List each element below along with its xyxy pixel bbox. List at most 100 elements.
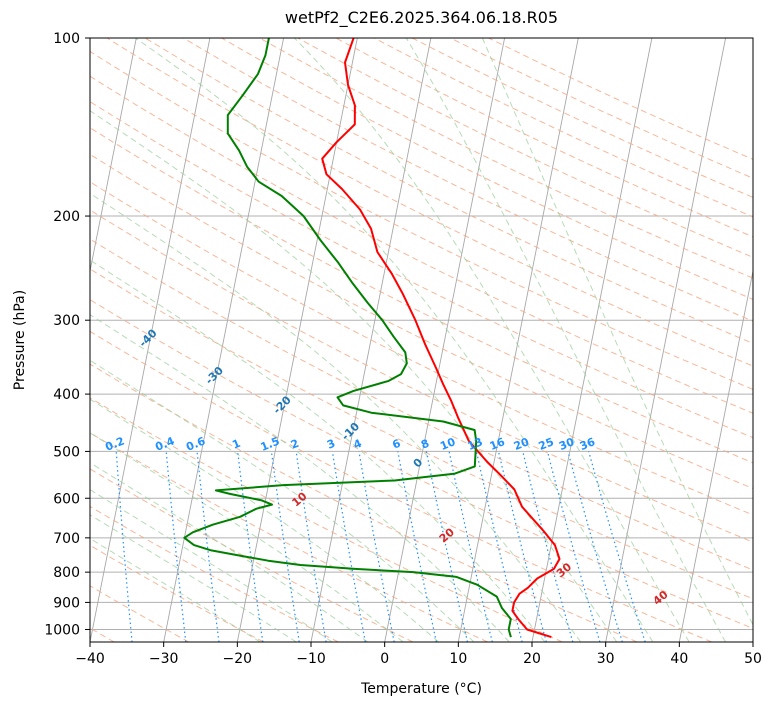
- x-tick-label: 20: [523, 651, 541, 667]
- mixing-ratio-label: 6: [391, 437, 403, 452]
- mixing-ratio-line: [358, 451, 395, 642]
- isotherm-line: [0, 38, 63, 642]
- mixing-ratio-label: 13: [466, 435, 485, 453]
- y-tick-label: 900: [53, 595, 80, 611]
- dry-adiabat-line: [373, 38, 753, 218]
- dry-adiabat-line: [90, 238, 753, 571]
- dry-adiabat-line: [90, 505, 339, 642]
- dry-adiabat-line: [106, 38, 753, 367]
- chart-title: wetPf2_C2E6.2025.364.06.18.R05: [284, 8, 559, 27]
- y-tick-label: 700: [53, 531, 80, 547]
- mixing-ratio-label: 30: [557, 435, 576, 453]
- x-tick-label: −40: [75, 651, 105, 667]
- moist-adiabat-line: [90, 398, 439, 642]
- mixing-ratio-line: [425, 451, 469, 642]
- moist-adiabat-line: [481, 38, 753, 626]
- dry-adiabat-line: [90, 181, 753, 516]
- moist-adiabat-line: [90, 432, 404, 642]
- mixing-ratio-label: 16: [488, 435, 507, 453]
- dry-adiabat-line: [411, 38, 753, 198]
- x-tick-label: −20: [223, 651, 253, 667]
- y-tick-label: 100: [53, 31, 80, 47]
- plot-frame: [89, 37, 754, 643]
- dewpoint-profile-line: [183, 38, 512, 638]
- temperature-profile-line: [321, 38, 561, 639]
- y-tick-label: 300: [53, 313, 80, 329]
- mixing-ratio-line: [165, 451, 187, 642]
- x-tick-label: −10: [296, 651, 326, 667]
- dry-adiabat-line: [90, 585, 190, 642]
- mixing-ratio-label: 25: [537, 435, 556, 453]
- isotherm-line: [678, 268, 753, 642]
- x-tick-label: 50: [744, 651, 762, 667]
- dry-adiabat-line: [90, 268, 753, 600]
- moist-adiabat-line: [135, 38, 654, 642]
- mixing-ratio-line: [115, 451, 133, 642]
- mixing-ratio-label: 8: [419, 437, 431, 452]
- series-lines: [183, 38, 561, 639]
- line-labels: 0.10.20.40.611.52346810131620253036-100-…: [6, 242, 671, 608]
- x-axis-label: Temperature (°C): [360, 681, 482, 697]
- dry-adiabat-line: [90, 432, 488, 642]
- dry-adiabat-line: [90, 299, 753, 630]
- y-tick-label: 500: [53, 444, 80, 460]
- background-lines: [0, 38, 753, 642]
- isotherm-line: [752, 639, 753, 642]
- mixing-ratio-line: [331, 451, 366, 642]
- dry-adiabat-line: [90, 153, 753, 490]
- isotherm-line: [90, 38, 137, 274]
- y-axis-label: Pressure (hPa): [12, 290, 28, 390]
- isotherm-line: [457, 38, 579, 642]
- moist-adiabat-line: [90, 462, 368, 642]
- mixing-ratio-line: [448, 451, 493, 642]
- dry-adiabat-line: [183, 38, 753, 322]
- mixing-ratio-label: 2: [289, 437, 301, 452]
- axes: −40 −30 −20 −10 0 10 20 30 40 5010020030040050060…: [44, 31, 762, 667]
- mixing-ratio-label: 4: [352, 437, 364, 452]
- y-tick-label: 1000: [44, 622, 80, 638]
- moist-adiabat-label: 20: [437, 525, 457, 545]
- mixing-ratio-label: 3: [325, 437, 337, 452]
- moist-adiabat-line: [90, 259, 546, 642]
- dry-adiabat-line: [90, 330, 712, 642]
- y-tick-label: 800: [53, 565, 80, 581]
- y-tick-label: 600: [53, 491, 80, 507]
- moist-adiabat-line: [90, 537, 261, 642]
- mixing-ratio-line: [567, 451, 623, 642]
- isotherm-line: [90, 38, 211, 642]
- dry-adiabat-line: [144, 38, 753, 344]
- dry-adiabat-line: [450, 38, 753, 179]
- x-tick-label: 0: [380, 651, 389, 667]
- moist-adiabat-label: 10: [289, 489, 309, 509]
- dry-adiabat-line: [90, 75, 753, 414]
- dry-adiabat-line: [90, 363, 638, 642]
- mixing-ratio-line: [295, 451, 327, 642]
- dry-adiabat-line: [90, 127, 753, 464]
- moist-adiabat-line: [90, 489, 333, 642]
- y-tick-label: 400: [53, 387, 80, 403]
- mixing-ratio-line: [196, 451, 220, 642]
- isotherm-line: [163, 38, 285, 642]
- moist-adiabat-line: [294, 38, 690, 642]
- y-tick-label: 200: [53, 209, 80, 225]
- dry-adiabat-line: [90, 468, 414, 642]
- isotherm-line: [236, 38, 358, 642]
- moist-adiabat-line: [90, 359, 475, 642]
- mixing-ratio-label: 10: [438, 435, 457, 453]
- isotherm-label: -50: [71, 288, 94, 311]
- mixing-ratio-line: [546, 451, 601, 642]
- mixing-ratio-line: [588, 451, 646, 642]
- isotherm-label: -60: [6, 242, 29, 265]
- mixing-ratio-line: [270, 451, 300, 642]
- horizontal-grid: [90, 38, 753, 630]
- isotherm-line: [531, 38, 653, 642]
- mixing-ratio-line: [237, 451, 264, 642]
- isotherm-line: [310, 38, 432, 642]
- moist-adiabat-line: [90, 110, 618, 642]
- mixing-ratio-line: [522, 451, 574, 642]
- isotherm-line: [384, 38, 506, 642]
- isotherm-label: -20: [271, 393, 294, 416]
- mixing-ratio-label: 20: [512, 435, 531, 453]
- x-tick-label: 40: [670, 651, 688, 667]
